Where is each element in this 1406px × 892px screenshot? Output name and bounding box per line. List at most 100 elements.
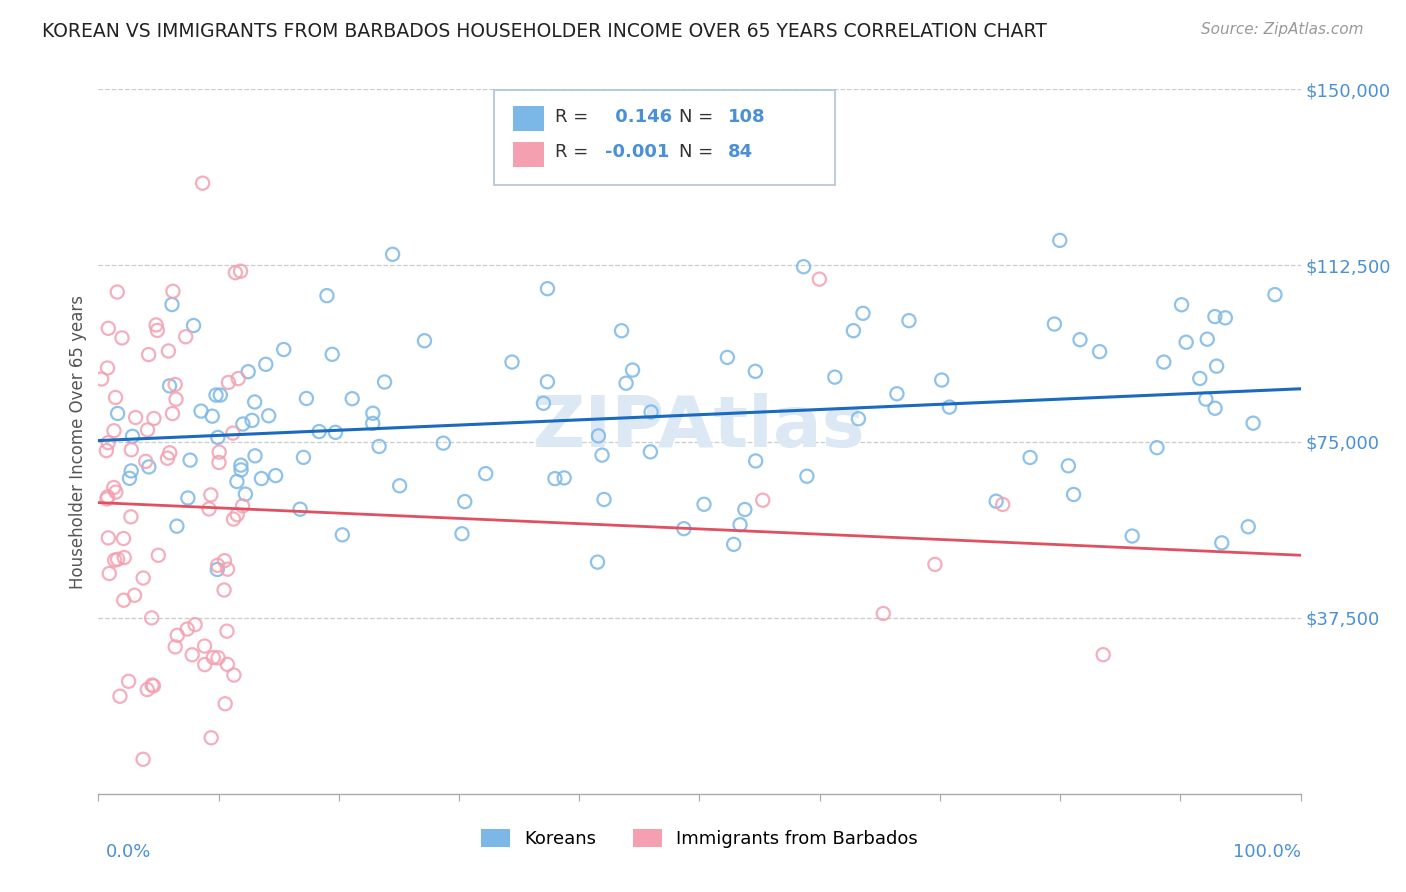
Point [340, 392, 363, 406]
Point [842, 324, 865, 338]
Point [179, 453, 201, 467]
Point [1043, 317, 1066, 331]
Point [1237, 520, 1260, 534]
Point [381, 247, 404, 261]
Point [145, 318, 167, 332]
Point [991, 498, 1014, 512]
Point [243, 449, 266, 463]
Text: N =: N = [679, 108, 713, 126]
Point [235, 487, 257, 501]
Point [1264, 287, 1286, 301]
Text: -0.001: -0.001 [605, 143, 669, 161]
Point [201, 409, 224, 424]
Point [207, 562, 229, 576]
Point [141, 611, 163, 625]
Text: 0.0%: 0.0% [105, 843, 150, 861]
Point [591, 448, 613, 462]
Point [368, 439, 391, 453]
Point [640, 405, 662, 419]
Point [1069, 333, 1091, 347]
Point [824, 370, 846, 384]
Point [693, 497, 716, 511]
Point [159, 446, 181, 460]
Point [181, 648, 204, 662]
Point [593, 492, 616, 507]
Point [226, 508, 249, 522]
Point [146, 323, 169, 337]
Point [135, 454, 157, 468]
Point [288, 502, 311, 516]
Point [104, 391, 127, 405]
Point [744, 454, 766, 468]
Point [107, 407, 129, 421]
Point [191, 176, 214, 190]
Point [208, 445, 231, 459]
Point [226, 371, 249, 385]
Point [194, 639, 217, 653]
Point [103, 481, 125, 495]
Point [208, 455, 231, 469]
Point [586, 555, 609, 569]
Point [848, 411, 870, 425]
Point [142, 679, 165, 693]
Point [165, 392, 187, 407]
Point [796, 469, 818, 483]
Point [136, 423, 159, 437]
Point [229, 463, 252, 477]
Point [202, 650, 225, 665]
Point [872, 607, 894, 621]
Point [117, 674, 139, 689]
Point [222, 426, 245, 441]
Legend: Koreans, Immigrants from Barbados: Koreans, Immigrants from Barbados [481, 829, 918, 848]
Point [96, 491, 118, 506]
Point [413, 334, 436, 348]
Point [1088, 344, 1111, 359]
Point [226, 475, 249, 489]
Point [1195, 392, 1218, 406]
Point [330, 528, 353, 542]
Y-axis label: Householder Income Over 65 years: Householder Income Over 65 years [69, 294, 87, 589]
Point [105, 285, 128, 299]
Point [104, 485, 127, 500]
Point [162, 285, 184, 299]
Point [1204, 310, 1226, 324]
Point [501, 355, 523, 369]
Point [924, 558, 946, 572]
Point [640, 445, 662, 459]
Point [108, 690, 131, 704]
Point [1063, 487, 1085, 501]
Point [97, 490, 120, 504]
Point [217, 376, 239, 390]
Point [536, 375, 558, 389]
Text: KOREAN VS IMMIGRANTS FROM BARBADOS HOUSEHOLDER INCOME OVER 65 YEARS CORRELATION : KOREAN VS IMMIGRANTS FROM BARBADOS HOUSE… [42, 22, 1047, 41]
Point [98, 566, 121, 581]
Point [176, 622, 198, 636]
Point [728, 517, 751, 532]
Point [174, 330, 197, 344]
Point [212, 582, 235, 597]
Text: ZIPAtlas: ZIPAtlas [533, 393, 866, 462]
Point [1092, 648, 1115, 662]
Point [536, 282, 558, 296]
Text: Source: ZipAtlas.com: Source: ZipAtlas.com [1201, 22, 1364, 37]
Point [112, 593, 135, 607]
Point [254, 357, 277, 371]
Point [321, 347, 343, 361]
Point [1057, 458, 1080, 473]
Point [897, 313, 920, 327]
Point [454, 494, 477, 508]
Point [553, 471, 575, 485]
Point [124, 410, 146, 425]
Point [215, 624, 238, 639]
Point [214, 697, 236, 711]
Point [232, 499, 254, 513]
Point [118, 471, 141, 485]
Point [1197, 332, 1219, 346]
Point [107, 552, 129, 566]
Point [1170, 298, 1192, 312]
Point [752, 493, 775, 508]
Point [614, 376, 637, 391]
Point [229, 458, 252, 472]
Point [120, 464, 142, 478]
Point [96, 361, 118, 376]
